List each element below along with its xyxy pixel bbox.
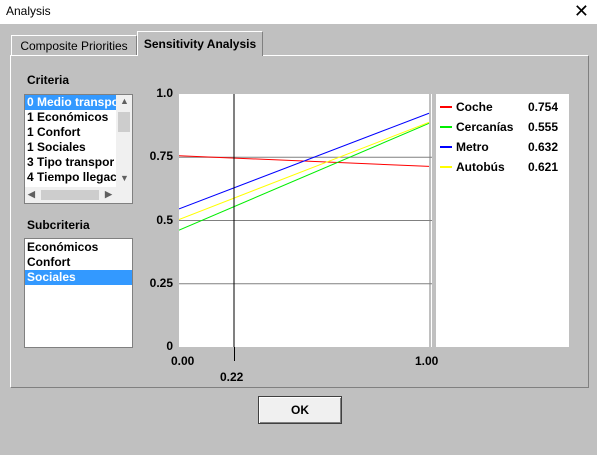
criteria-list-item[interactable]: 4 Tiempo llegac xyxy=(27,170,117,184)
legend-series-value: 0.555 xyxy=(528,120,559,134)
ok-button[interactable]: OK xyxy=(258,396,342,424)
scroll-right-icon[interactable]: ▶ xyxy=(105,189,112,199)
legend-item: Metro 0.632 xyxy=(440,139,566,155)
legend-item: Cercanías 0.555 xyxy=(440,119,566,135)
tab-panel xyxy=(10,55,589,388)
legend-swatch xyxy=(440,106,452,108)
window-title: Analysis xyxy=(6,4,51,18)
legend-series-value: 0.754 xyxy=(528,100,559,114)
subcriteria-label: Subcriteria xyxy=(27,218,90,232)
legend-item: Coche 0.754 xyxy=(440,99,566,115)
criteria-list-item[interactable]: 1 Económicos xyxy=(27,110,109,124)
criteria-list[interactable]: 0 Medio transpo 1 Económicos 1 Confort 1 So… xyxy=(24,94,133,204)
legend-series-name: Autobús xyxy=(456,160,505,174)
y-tick-label: 0.25 xyxy=(149,275,173,290)
legend-series-name: Coche xyxy=(456,100,493,114)
close-icon[interactable]: ✕ xyxy=(573,1,589,21)
hscroll-thumb[interactable] xyxy=(41,190,99,200)
legend-series-name: Metro xyxy=(456,140,489,154)
criteria-vertical-scrollbar[interactable]: ▲ ▼ xyxy=(116,95,132,187)
criteria-label: Criteria xyxy=(27,73,70,87)
criteria-list-item[interactable]: 1 Confort xyxy=(27,125,81,139)
y-tick-label: 1.0 xyxy=(156,86,173,100)
y-tick-label: 0.5 xyxy=(156,212,173,227)
x-tick-label: 1.00 xyxy=(415,354,439,368)
legend-series-name: Cercanías xyxy=(456,120,514,134)
series-line-cercanías xyxy=(178,122,430,231)
marker-value-label: 0.22 xyxy=(220,370,244,384)
legend-series-value: 0.632 xyxy=(528,140,559,154)
scroll-left-icon[interactable]: ◀ xyxy=(28,189,35,199)
legend-swatch xyxy=(440,126,452,128)
scroll-up-icon[interactable]: ▲ xyxy=(120,96,129,106)
subcriteria-items: Económicos Confort Sociales xyxy=(25,239,132,285)
legend-swatch xyxy=(440,146,452,148)
criteria-list-item[interactable]: 1 Sociales xyxy=(27,140,86,154)
marker-tick xyxy=(234,347,235,361)
subcriteria-list-item[interactable]: Económicos xyxy=(27,240,99,254)
criteria-horizontal-scrollbar[interactable]: ◀ ▶ xyxy=(25,187,132,203)
legend-swatch xyxy=(440,166,452,168)
criteria-list-item[interactable]: 3 Tipo transpor xyxy=(27,155,115,169)
scroll-thumb[interactable] xyxy=(118,112,130,132)
sensitivity-chart xyxy=(178,94,432,347)
tab-composite-priorities[interactable]: Composite Priorities xyxy=(11,35,137,56)
title-bar: Analysis ✕ xyxy=(0,0,597,24)
x-tick-label: 0.00 xyxy=(171,354,195,368)
subcriteria-list[interactable]: Económicos Confort Sociales xyxy=(24,238,133,348)
subcriteria-list-item[interactable]: Sociales xyxy=(25,270,132,285)
criteria-items: 0 Medio transpo 1 Económicos 1 Confort 1 So… xyxy=(25,95,132,185)
criteria-list-item[interactable]: 0 Medio transpo xyxy=(25,95,132,110)
legend-item: Autobús 0.621 xyxy=(440,159,566,175)
tab-sensitivity-analysis[interactable]: Sensitivity Analysis xyxy=(137,31,263,56)
legend: Coche 0.754 Cercanías 0.555 Metro 0.632 Autobú… xyxy=(436,94,569,347)
series-line-autobús xyxy=(178,121,430,220)
legend-series-value: 0.621 xyxy=(528,160,559,174)
scroll-down-icon[interactable]: ▼ xyxy=(120,173,129,183)
y-tick-label: 0 xyxy=(166,339,173,353)
chart-area xyxy=(178,94,432,347)
y-tick-label: 0.75 xyxy=(149,149,173,164)
series-line-metro xyxy=(178,112,430,210)
subcriteria-list-item[interactable]: Confort xyxy=(27,255,71,269)
